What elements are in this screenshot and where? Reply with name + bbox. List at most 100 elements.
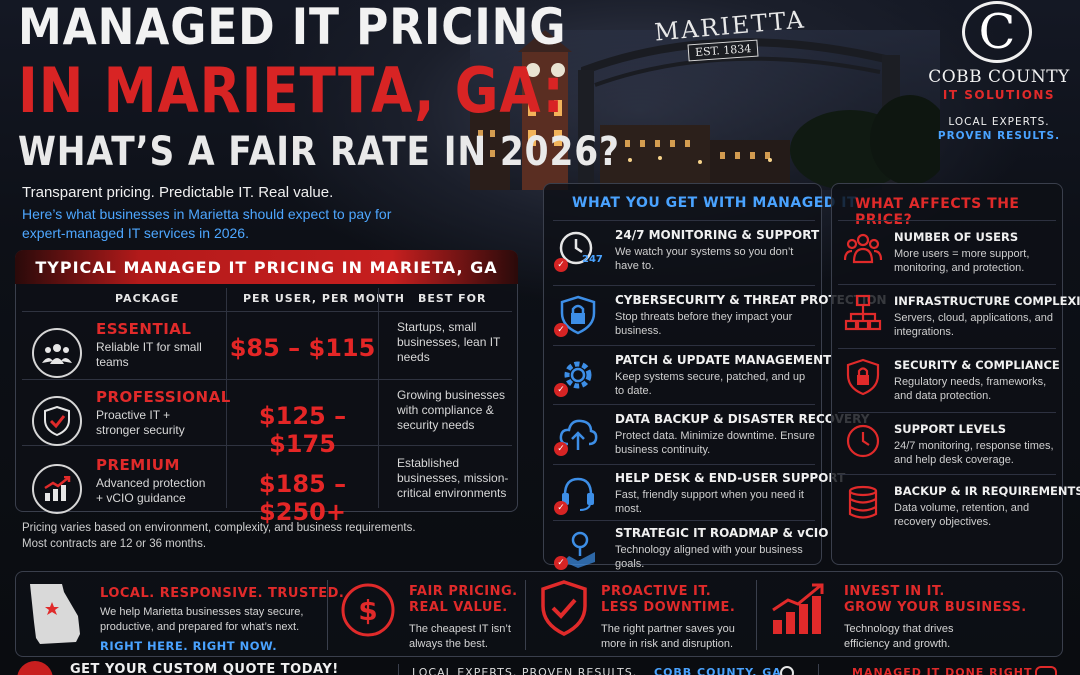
- pricing-row-premium: PREMIUM Advanced protection + vCIO guida…: [22, 456, 512, 526]
- divider: [553, 285, 815, 286]
- package-price: $185 – $250+: [258, 470, 347, 526]
- feature-item: 247 ✓ 24/7 MONITORING & SUPPORT We watch…: [548, 228, 820, 286]
- factor-title: SUPPORT LEVELS: [894, 422, 1006, 436]
- headline-line1: MANAGED IT PRICING: [18, 0, 567, 56]
- value-desc: We help Marietta businesses stay secure,…: [100, 606, 304, 633]
- growth-chart-icon: [32, 464, 82, 514]
- clock-247-icon: [559, 231, 593, 265]
- feature-item: ✓ DATA BACKUP & DISASTER RECOVERY Protec…: [548, 412, 869, 470]
- feature-item: ✓ PATCH & UPDATE MANAGEMENT Keep systems…: [548, 353, 831, 411]
- feature-title: 24/7 MONITORING & SUPPORT: [615, 228, 820, 242]
- divider: [818, 664, 819, 675]
- database-icon: [848, 485, 878, 519]
- factor-item: BACKUP & IR REQUIREMENTS Data volume, re…: [838, 482, 1080, 540]
- feature-item: ✓ STRATEGIC IT ROADMAP & vCIO Technology…: [548, 526, 828, 584]
- divider: [838, 284, 1056, 285]
- brand-slogan-2: PROVEN RESULTS.: [937, 130, 1061, 142]
- brand-slogan-1: LOCAL EXPERTS.: [948, 116, 1050, 128]
- shield-check-icon: [541, 580, 587, 636]
- check-icon: ✓: [554, 501, 568, 515]
- location-pin-icon: [780, 666, 794, 675]
- dollar-icon: $: [341, 583, 395, 637]
- package-best-for: Growing businesses with compliance & sec…: [397, 388, 506, 432]
- shield-check-icon: [32, 396, 82, 446]
- divider: [327, 580, 328, 650]
- divider: [838, 412, 1056, 413]
- feature-desc: Stop threats before they impact your bus…: [615, 311, 793, 337]
- value-desc: The cheapest IT isn’t always the best.: [409, 623, 511, 650]
- divider: [838, 220, 1056, 221]
- pricing-row-professional: PROFESSIONAL Proactive IT + stronger sec…: [22, 388, 512, 458]
- factor-desc: Data volume, retention, and recovery obj…: [894, 502, 1030, 528]
- lock-shield-icon: [560, 295, 596, 335]
- factor-item: SECURITY & COMPLIANCE Regulatory needs, …: [838, 356, 1060, 414]
- pricing-title: TYPICAL MANAGED IT PRICING IN MARIETA, G…: [15, 250, 518, 284]
- divider: [756, 580, 757, 650]
- users-icon: [844, 233, 882, 264]
- package-price: $85 – $115: [229, 334, 376, 362]
- headline-description: Here’s what businesses in Marietta shoul…: [22, 206, 392, 241]
- brand-logo-letter: C: [978, 4, 1016, 60]
- divider: [22, 445, 512, 446]
- pricing-note-line2: Most contracts are 12 or 36 months.: [22, 538, 207, 550]
- lock-icon: [846, 358, 880, 396]
- package-name: PREMIUM: [96, 456, 180, 474]
- brand-block: COBB COUNTY IT SOLUTIONS LOCAL EXPERTS. …: [920, 67, 1078, 142]
- roadmap-icon: [561, 531, 595, 568]
- factor-title: SECURITY & COMPLIANCE: [894, 358, 1060, 372]
- value-desc: Technology that drives efficiency and gr…: [844, 623, 954, 650]
- footer-right-text: MANAGED IT DONE RIGHT: [852, 666, 1033, 675]
- factor-desc: Servers, cloud, applications, and integr…: [894, 312, 1053, 338]
- georgia-map-icon: [30, 584, 80, 644]
- feature-title: CYBERSECURITY & THREAT PROTECTION: [615, 293, 887, 307]
- quote-cta-button[interactable]: GET YOUR CUSTOM QUOTE TODAY!: [70, 662, 339, 675]
- feature-desc: Keep systems secure, patched, and up to …: [615, 371, 806, 397]
- divider: [553, 464, 815, 465]
- footer-location: COBB COUNTY, GA: [654, 666, 782, 675]
- brand-logo: C: [962, 1, 1032, 63]
- value-title-line2: GROW YOUR BUSINESS.: [844, 600, 1027, 615]
- check-icon: ✓: [554, 258, 568, 272]
- growth-chart-icon: [772, 583, 824, 634]
- check-icon: ✓: [554, 323, 568, 337]
- value-title-line1: INVEST IN IT.: [844, 584, 945, 599]
- headline-line3: WHAT’S A FAIR RATE IN 2026?: [18, 129, 620, 175]
- value-title-line2: REAL VALUE.: [409, 600, 508, 615]
- value-title-line1: PROACTIVE IT.: [601, 584, 712, 599]
- divider: [22, 311, 512, 312]
- factor-desc: More users = more support, monitoring, a…: [894, 248, 1030, 274]
- feature-title: PATCH & UPDATE MANAGEMENT: [615, 353, 832, 367]
- footer-tagline: LOCAL EXPERTS. PROVEN RESULTS.: [412, 666, 638, 675]
- headline-subtitle: Transparent pricing. Predictable IT. Rea…: [22, 184, 334, 201]
- factor-title: INFRASTRUCTURE COMPLEXITY: [894, 294, 1080, 308]
- clock-icon: [846, 424, 880, 458]
- value-title-line2: LESS DOWNTIME.: [601, 600, 736, 615]
- divider: [838, 348, 1056, 349]
- feature-item: ✓ HELP DESK & END-USER SUPPORT Fast, fri…: [548, 471, 845, 529]
- factor-desc: 24/7 monitoring, response times, and hel…: [894, 440, 1054, 466]
- divider: [525, 580, 526, 650]
- pricing-note-line1: Pricing varies based on environment, com…: [22, 522, 416, 534]
- value-title: FAIR PRICING. REAL VALUE.: [409, 584, 518, 616]
- divider: [553, 220, 815, 221]
- value-strip: [15, 571, 1063, 657]
- factor-title: NUMBER OF USERS: [894, 230, 1019, 244]
- feature-title: DATA BACKUP & DISASTER RECOVERY: [615, 412, 870, 426]
- divider: [398, 664, 399, 675]
- clock-badge: 247: [582, 254, 603, 265]
- network-icon: [844, 294, 882, 331]
- feature-desc: We watch your systems so you don’t have …: [615, 246, 794, 272]
- feature-item: ✓ CYBERSECURITY & THREAT PROTECTION Stop…: [548, 293, 887, 351]
- check-icon: ✓: [554, 556, 568, 570]
- factor-item: NUMBER OF USERS More users = more suppor…: [838, 228, 1060, 286]
- what-you-get-title: WHAT YOU GET WITH MANAGED IT: [572, 195, 858, 211]
- divider: [838, 474, 1056, 475]
- package-name: PROFESSIONAL: [96, 388, 231, 406]
- value-desc: The right partner saves you more in risk…: [601, 623, 735, 650]
- check-icon: ✓: [554, 383, 568, 397]
- value-title: LOCAL. RESPONSIVE. TRUSTED.: [100, 586, 345, 601]
- col-header-best-for: BEST FOR: [418, 292, 487, 305]
- feature-desc: Technology aligned with your business go…: [615, 544, 803, 570]
- pricing-note: Pricing varies based on environment, com…: [22, 520, 416, 552]
- divider: [22, 379, 512, 380]
